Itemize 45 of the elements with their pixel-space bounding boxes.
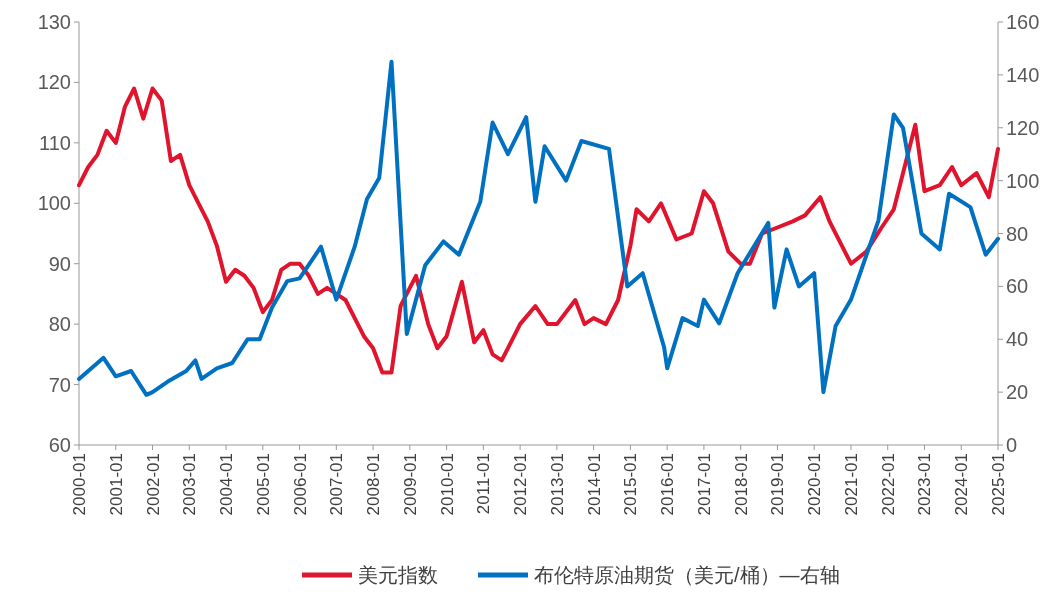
- y2-tick-label: 140: [1006, 63, 1040, 86]
- x-tick-label: 2004-01: [217, 453, 237, 516]
- x-tick-label: 2016-01: [658, 453, 678, 516]
- x-tick-label: 2022-01: [878, 453, 898, 516]
- legend-label: 美元指数: [358, 564, 438, 586]
- x-tick-label: 2017-01: [694, 453, 714, 516]
- y-tick-label: 60: [48, 434, 71, 456]
- x-tick-label: 2000-01: [70, 453, 89, 516]
- x-tick-label: 2002-01: [143, 453, 163, 516]
- y2-tick-label: 20: [1006, 381, 1029, 404]
- x-tick-label: 2006-01: [290, 453, 310, 516]
- x-tick-label: 2019-01: [768, 453, 788, 516]
- y-tick-label: 130: [37, 11, 71, 33]
- x-tick-label: 2025-01: [989, 453, 1008, 516]
- x-tick-label: 2005-01: [253, 453, 273, 516]
- x-tick-label: 2015-01: [621, 453, 641, 516]
- x-tick-label: 2018-01: [731, 453, 751, 516]
- y2-tick-label: 100: [1006, 169, 1040, 192]
- x-tick-label: 2003-01: [180, 453, 200, 516]
- y2-tick-label: 160: [1006, 11, 1040, 33]
- x-tick-label: 2001-01: [106, 453, 126, 516]
- x-tick-label: 2013-01: [547, 453, 567, 516]
- x-tick-label: 2009-01: [400, 453, 420, 516]
- x-tick-label: 2014-01: [584, 453, 604, 516]
- y2-tick-label: 0: [1006, 434, 1018, 456]
- y-tick-label: 90: [48, 252, 71, 275]
- y-tick-label: 120: [37, 71, 71, 94]
- y2-tick-label: 40: [1006, 328, 1029, 351]
- x-tick-label: 2011-01: [474, 453, 494, 515]
- y2-tick-label: 120: [1006, 116, 1040, 139]
- x-tick-label: 2023-01: [915, 453, 935, 516]
- legend-label: 布伦特原油期货（美元/桶）—右轴: [534, 564, 840, 586]
- y-tick-label: 80: [48, 313, 71, 336]
- x-tick-label: 2024-01: [952, 453, 972, 516]
- x-tick-label: 2021-01: [841, 453, 861, 516]
- x-tick-label: 2008-01: [364, 453, 384, 516]
- y2-tick-label: 80: [1006, 222, 1029, 245]
- y-tick-label: 110: [39, 131, 71, 154]
- y-tick-label: 100: [37, 192, 71, 215]
- x-tick-label: 2020-01: [805, 453, 825, 516]
- y2-tick-label: 60: [1006, 275, 1029, 298]
- y-tick-label: 70: [48, 373, 71, 396]
- x-tick-label: 2010-01: [437, 453, 457, 516]
- x-tick-label: 2007-01: [327, 453, 347, 516]
- x-tick-label: 2012-01: [511, 453, 531, 516]
